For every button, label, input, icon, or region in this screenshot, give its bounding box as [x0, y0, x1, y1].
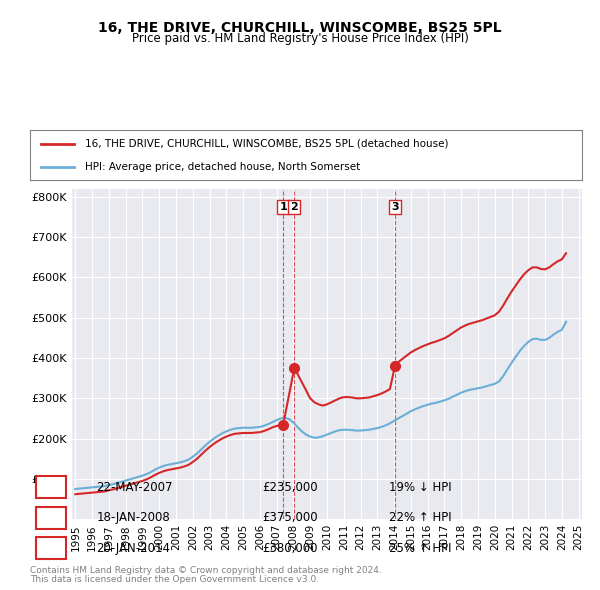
Text: 22% ↑ HPI: 22% ↑ HPI	[389, 511, 451, 525]
Text: 20-JAN-2014: 20-JAN-2014	[96, 542, 170, 555]
Text: 3: 3	[391, 202, 399, 212]
FancyBboxPatch shape	[35, 476, 66, 498]
Text: 18-JAN-2008: 18-JAN-2008	[96, 511, 170, 525]
Text: 16, THE DRIVE, CHURCHILL, WINSCOMBE, BS25 5PL (detached house): 16, THE DRIVE, CHURCHILL, WINSCOMBE, BS2…	[85, 139, 449, 149]
Text: 25% ↑ HPI: 25% ↑ HPI	[389, 542, 451, 555]
Text: 22-MAY-2007: 22-MAY-2007	[96, 481, 173, 494]
Text: 19% ↓ HPI: 19% ↓ HPI	[389, 481, 451, 494]
Text: 3: 3	[46, 542, 55, 555]
FancyBboxPatch shape	[35, 507, 66, 529]
Text: Price paid vs. HM Land Registry's House Price Index (HPI): Price paid vs. HM Land Registry's House …	[131, 32, 469, 45]
FancyBboxPatch shape	[35, 537, 66, 559]
Text: £380,000: £380,000	[262, 542, 317, 555]
Text: 1: 1	[280, 202, 287, 212]
Text: £375,000: £375,000	[262, 511, 317, 525]
Text: HPI: Average price, detached house, North Somerset: HPI: Average price, detached house, Nort…	[85, 162, 361, 172]
Text: 2: 2	[46, 511, 55, 525]
Text: 2: 2	[290, 202, 298, 212]
Text: £235,000: £235,000	[262, 481, 317, 494]
Text: Contains HM Land Registry data © Crown copyright and database right 2024.: Contains HM Land Registry data © Crown c…	[30, 566, 382, 575]
Text: 16, THE DRIVE, CHURCHILL, WINSCOMBE, BS25 5PL: 16, THE DRIVE, CHURCHILL, WINSCOMBE, BS2…	[98, 21, 502, 35]
Text: 1: 1	[46, 481, 55, 494]
Text: This data is licensed under the Open Government Licence v3.0.: This data is licensed under the Open Gov…	[30, 575, 319, 584]
